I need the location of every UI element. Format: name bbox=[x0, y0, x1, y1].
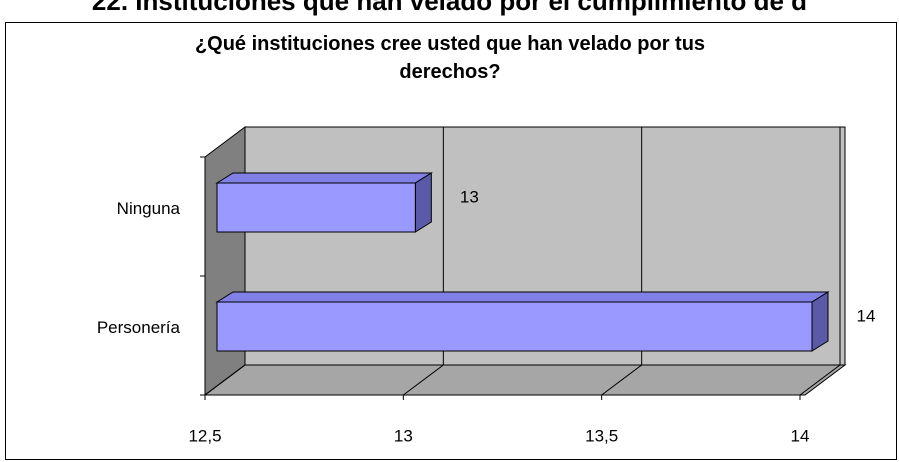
x-tick-label: 13 bbox=[394, 426, 413, 445]
bar-side bbox=[811, 291, 829, 352]
x-tick-label: 12,5 bbox=[188, 426, 221, 445]
grid-line bbox=[601, 127, 643, 396]
floor bbox=[203, 364, 847, 396]
grid-line bbox=[799, 127, 841, 396]
x-tick-label: 14 bbox=[791, 426, 810, 445]
page-heading: 22. Instituciones que han velado por el … bbox=[91, 0, 808, 16]
bar-top bbox=[215, 291, 830, 303]
bar-side bbox=[414, 172, 432, 233]
chart-title: ¿Qué instituciones cree usted que han ve… bbox=[194, 33, 706, 83]
chart-frame bbox=[5, 22, 897, 460]
category-label: Personería bbox=[97, 318, 181, 337]
value-label: 14 bbox=[857, 306, 876, 325]
side-wall bbox=[204, 126, 246, 396]
bar bbox=[216, 182, 416, 233]
bar-top bbox=[215, 172, 434, 184]
bar bbox=[216, 301, 813, 352]
value-label: 13 bbox=[460, 187, 479, 206]
grid-line bbox=[403, 127, 444, 396]
category-label: Ninguna bbox=[117, 199, 181, 218]
x-tick-label: 13,5 bbox=[585, 426, 618, 445]
